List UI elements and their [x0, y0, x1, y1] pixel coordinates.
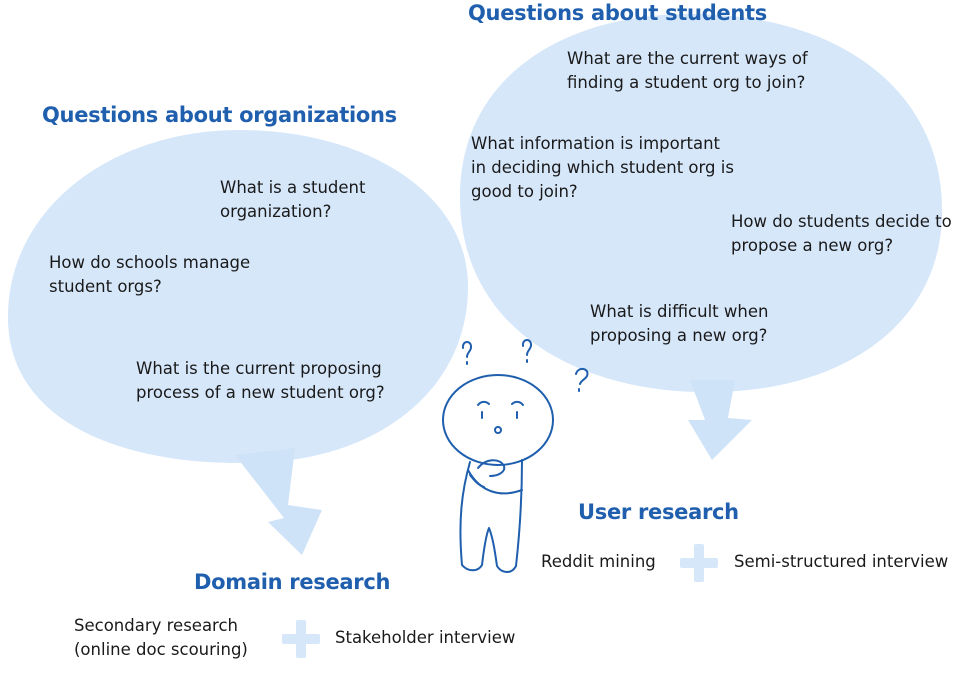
student-question-4: What is difficult when proposing a new o… [590, 302, 769, 345]
org-questions-title: Questions about organizations [42, 103, 397, 127]
student-question-1: What are the current ways of finding a s… [567, 49, 808, 92]
plus-icon [282, 620, 320, 658]
student-questions-title: Questions about students [468, 1, 767, 25]
org-question-3: What is the current proposing process of… [136, 359, 385, 402]
user-research-title: User research [578, 500, 739, 524]
org-question-2: How do schools manage student orgs? [49, 253, 251, 296]
org-question-1: What is a student organization? [220, 178, 366, 221]
domain-research-title: Domain research [194, 570, 391, 594]
confused-person-icon [442, 339, 589, 573]
student-speech-bubble [459, 14, 943, 393]
user-research-method-2: Semi-structured interview [734, 552, 949, 571]
plus-icon [680, 544, 718, 582]
domain-research-method-2: Stakeholder interview [335, 628, 516, 647]
student-bubble-arrow [688, 380, 752, 460]
student-question-3: How do students decide to propose a new … [731, 212, 952, 255]
domain-research-method-1: Secondary research (online doc scouring) [74, 616, 248, 659]
user-research-method-1: Reddit mining [541, 552, 656, 571]
student-question-2: What information is important in decidin… [471, 134, 734, 201]
org-bubble-arrow [235, 448, 322, 555]
org-speech-bubble [7, 130, 469, 463]
